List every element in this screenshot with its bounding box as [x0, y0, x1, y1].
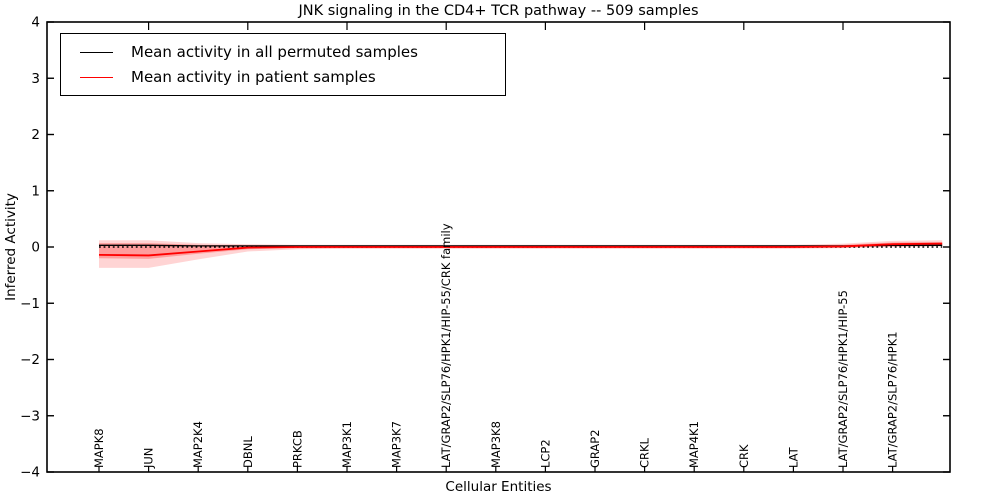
y-tick-label: −4 [20, 465, 40, 481]
x-tick-label: MAP3K7 [390, 421, 404, 468]
x-tick-label: PRKCB [290, 430, 304, 468]
y-tick-label: 1 [31, 183, 40, 199]
confidence-band-patient-std-outer [99, 240, 943, 268]
legend-item-patient: Mean activity in patient samples [69, 68, 497, 86]
x-axis-label: Cellular Entities [445, 479, 552, 495]
x-tick-label: LAT/GRAP2/SLP76/HPK1 [886, 331, 900, 468]
y-tick-label: 0 [31, 240, 40, 256]
x-tick-label: CRK [737, 444, 751, 468]
x-tick-label: MAPK8 [92, 428, 106, 468]
x-tick-label: MAP3K8 [489, 421, 503, 468]
y-tick-label: −1 [20, 296, 40, 312]
series-permuted-mean-line [99, 244, 943, 247]
y-tick-label: 2 [31, 127, 40, 143]
legend-line-red [80, 76, 113, 78]
x-tick-label: MAP3K1 [340, 421, 354, 468]
legend-label: Mean activity in all permuted samples [131, 43, 418, 61]
y-tick-label: −3 [20, 408, 40, 424]
x-tick-label: LAT [786, 446, 800, 468]
x-tick-label: GRAP2 [588, 429, 602, 468]
legend-label: Mean activity in patient samples [131, 68, 376, 86]
legend-line-black [80, 51, 113, 53]
series-patient-mean-line [98, 242, 943, 257]
y-tick-label: −2 [20, 352, 40, 368]
legend-item-permuted: Mean activity in all permuted samples [69, 43, 497, 61]
y-tick-label: 4 [31, 15, 40, 31]
x-tick-label: DBNL [241, 436, 255, 468]
x-tick-label: MAP4K1 [687, 421, 701, 468]
x-tick-label: LCP2 [538, 439, 552, 468]
x-tick-label: MAP2K4 [191, 421, 205, 468]
x-tick-label: CRKL [638, 437, 652, 468]
x-tick-label: LAT/GRAP2/SLP76/HPK1/HIP-55/CRK family [439, 223, 453, 468]
x-tick-label: LAT/GRAP2/SLP76/HPK1/HIP-55 [836, 290, 850, 468]
legend: Mean activity in all permuted samples Me… [60, 33, 506, 96]
chart-title: JNK signaling in the CD4+ TCR pathway --… [298, 3, 699, 19]
y-tick-label: 3 [31, 71, 40, 87]
x-tick-label: JUN [142, 448, 156, 469]
